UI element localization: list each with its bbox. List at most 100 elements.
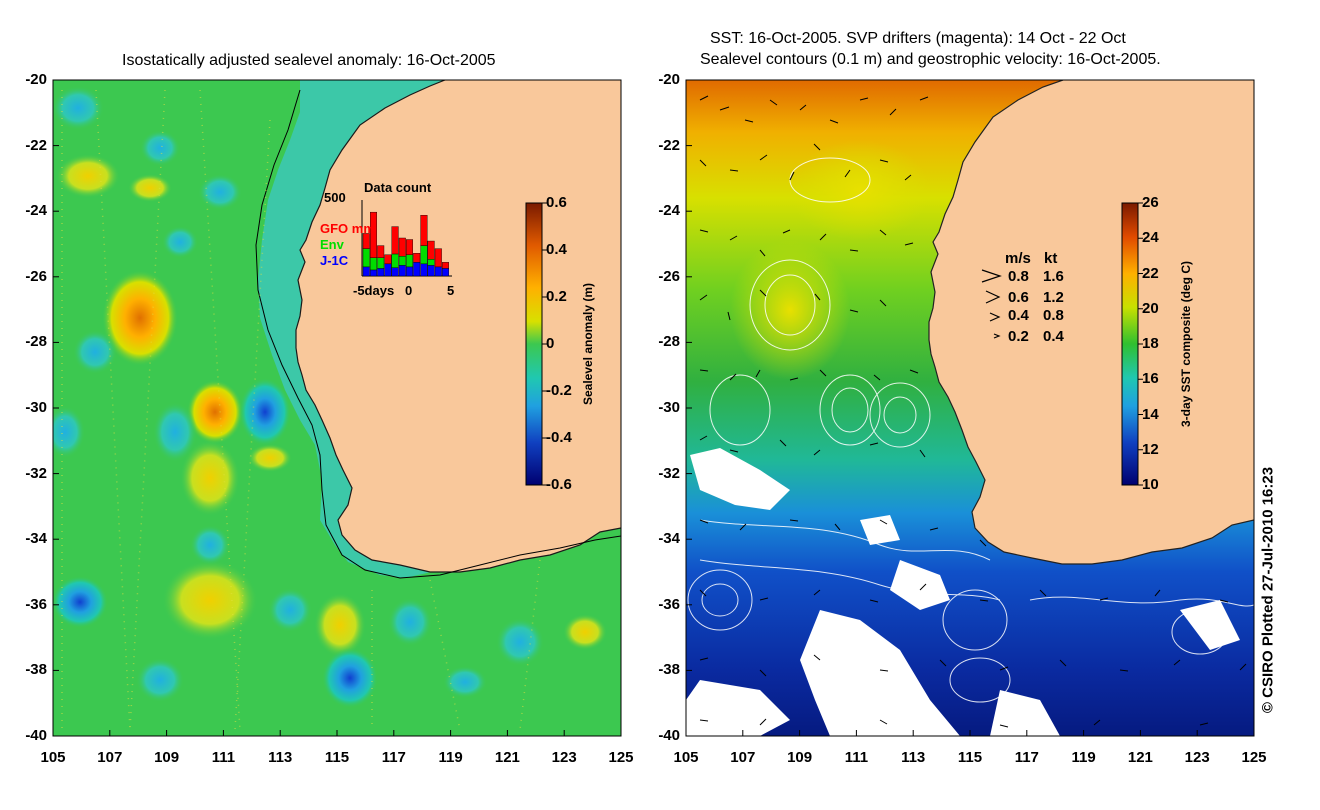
inset-bar-j-1c (398, 265, 406, 277)
speed-row-kt: 0.4 (1043, 328, 1064, 345)
inset-bar-gfo-mm (406, 239, 414, 255)
colorbar-tickmarks (542, 202, 1143, 486)
lat-tick-label: -40 (25, 727, 47, 744)
sst-land-australia (929, 80, 1254, 564)
lat-tick-label: -32 (658, 464, 680, 482)
inset-bar-env (398, 256, 406, 266)
lon-tick-label: 119 (1071, 749, 1096, 766)
speed-row-kt: 0.8 (1043, 307, 1064, 324)
inset-bar-gfo-mm (384, 254, 392, 265)
lat-tick-label: -34 (25, 530, 47, 548)
sst-colorbar-label: 3-day SST composite (deg C) (1179, 260, 1193, 428)
speed-row-ms: 0.2 (1008, 328, 1029, 345)
inset-bar-env (420, 245, 428, 265)
inset-xlabel-zero: 0 (405, 283, 413, 298)
lat-tick-label: -30 (658, 399, 680, 416)
inset-bar-j-1c (377, 268, 385, 277)
ssh-eddy-warm (102, 270, 178, 366)
inset-bar-env (377, 257, 385, 269)
speed-legend-arrows (981, 269, 1002, 339)
lon-tick-label: 105 (673, 749, 699, 766)
ssh-eddy-warm (563, 614, 607, 650)
lon-tick-label: 117 (381, 749, 406, 766)
inset-bar-j-1c (413, 262, 421, 277)
lon-tick-label: 111 (844, 749, 869, 766)
colorbar-tick-label: 22 (1142, 264, 1159, 282)
inset-bar-j-1c (427, 265, 435, 277)
ssh-eddy-cold (388, 598, 432, 646)
lat-tick-label: -26 (25, 267, 47, 285)
lon-tick-label: 123 (1184, 749, 1210, 766)
inset-bar-gfo-mm (427, 240, 435, 260)
inset-bar-env (362, 248, 370, 268)
inset-bar-j-1c (362, 266, 370, 277)
arrow-0.8 (981, 269, 1002, 283)
ssh-eddy-cold (443, 666, 487, 698)
colorbar-tick-label: 16 (1142, 370, 1159, 388)
sst-map-title-line1: SST: 16-Oct-2005. SVP drifters (magenta)… (710, 30, 1126, 47)
inset-bar-j-1c (420, 263, 428, 277)
ssh-colorbar (525, 202, 543, 486)
ssh-eddy-cold (53, 576, 108, 628)
lat-tick-label: -30 (25, 399, 47, 416)
sst-velocity-arrows (699, 95, 1247, 728)
copyright-text: © CSIRO Plotted 27-Jul-2010 16:23 (1259, 466, 1277, 714)
inset-xlabel-right: 5 (447, 283, 455, 298)
ssh-eddy-cold (73, 330, 117, 374)
inset-bar-gfo-mm (434, 248, 442, 268)
lat-tick-label: -24 (25, 202, 47, 220)
ssh-eddy-warm (56, 154, 120, 198)
lat-tick-label: -26 (658, 267, 680, 285)
arrow-0.6 (985, 290, 1001, 304)
lon-tick-label: 121 (494, 749, 520, 766)
inset-xlabel-left: -5days (353, 283, 395, 298)
ssh-eddy-warm (162, 560, 258, 640)
lon-tick-label: 109 (154, 749, 180, 766)
ssh-eddy-warm (128, 174, 172, 202)
left-axis-tickmarks (52, 79, 622, 737)
lon-tick-label: 115 (324, 749, 350, 766)
lat-tick-label: -36 (658, 595, 680, 613)
lat-tick-label: -28 (25, 333, 47, 351)
inset-bar-j-1c (442, 268, 450, 277)
ssh-eddy-warm (314, 593, 366, 657)
speed-row-ms: 0.6 (1008, 289, 1029, 306)
inset-bar-env (391, 253, 399, 268)
speed-row-ms: 0.8 (1008, 268, 1029, 285)
ssh-colorbar-label: Sealevel anomaly (m) (581, 282, 595, 406)
sst-warm-patch (730, 240, 850, 380)
lat-tick-label: -22 (658, 136, 680, 154)
lat-tick-label: -24 (658, 202, 680, 220)
inset-bar-env (406, 254, 414, 268)
ssh-eddy-cold (239, 378, 291, 446)
speed-row-ms: 0.4 (1008, 307, 1029, 324)
lon-tick-label: 109 (787, 749, 813, 766)
colorbar-tick-label: 0.6 (546, 194, 567, 211)
lat-tick-label: -20 (25, 71, 47, 88)
ssh-eddy-cold (136, 658, 184, 702)
lon-tick-label: 123 (551, 749, 577, 766)
inset-legend-gfo: GFO mm (320, 221, 375, 236)
ssh-coastline (295, 80, 621, 573)
inset-bar-env (427, 259, 435, 266)
lon-tick-label: 119 (438, 749, 463, 766)
sst-map-title-line2: Sealevel contours (0.1 m) and geostrophi… (700, 51, 1161, 68)
ssh-eddy-cold (322, 648, 378, 708)
lon-tick-label: 107 (730, 749, 756, 766)
ssh-track-dots (61, 89, 541, 731)
lat-tick-label: -34 (658, 530, 680, 548)
sst-cloud-gaps (686, 448, 1240, 736)
lon-tick-label: 113 (268, 749, 293, 766)
lat-tick-label: -22 (25, 136, 47, 154)
lon-tick-label: 117 (1014, 749, 1039, 766)
lon-tick-label: 125 (608, 749, 634, 766)
ssh-eddy-warm (248, 444, 292, 472)
lat-tick-label: -38 (658, 661, 680, 679)
inset-bar-gfo-mm (391, 226, 399, 255)
lon-tick-label: 115 (957, 749, 983, 766)
inset-bar-j-1c (434, 266, 442, 277)
colorbar-tick-label: 0.2 (546, 288, 567, 305)
speed-header-ms: m/s (1005, 250, 1031, 267)
speed-row-kt: 1.6 (1043, 268, 1064, 285)
lat-tick-label: -20 (658, 71, 680, 88)
